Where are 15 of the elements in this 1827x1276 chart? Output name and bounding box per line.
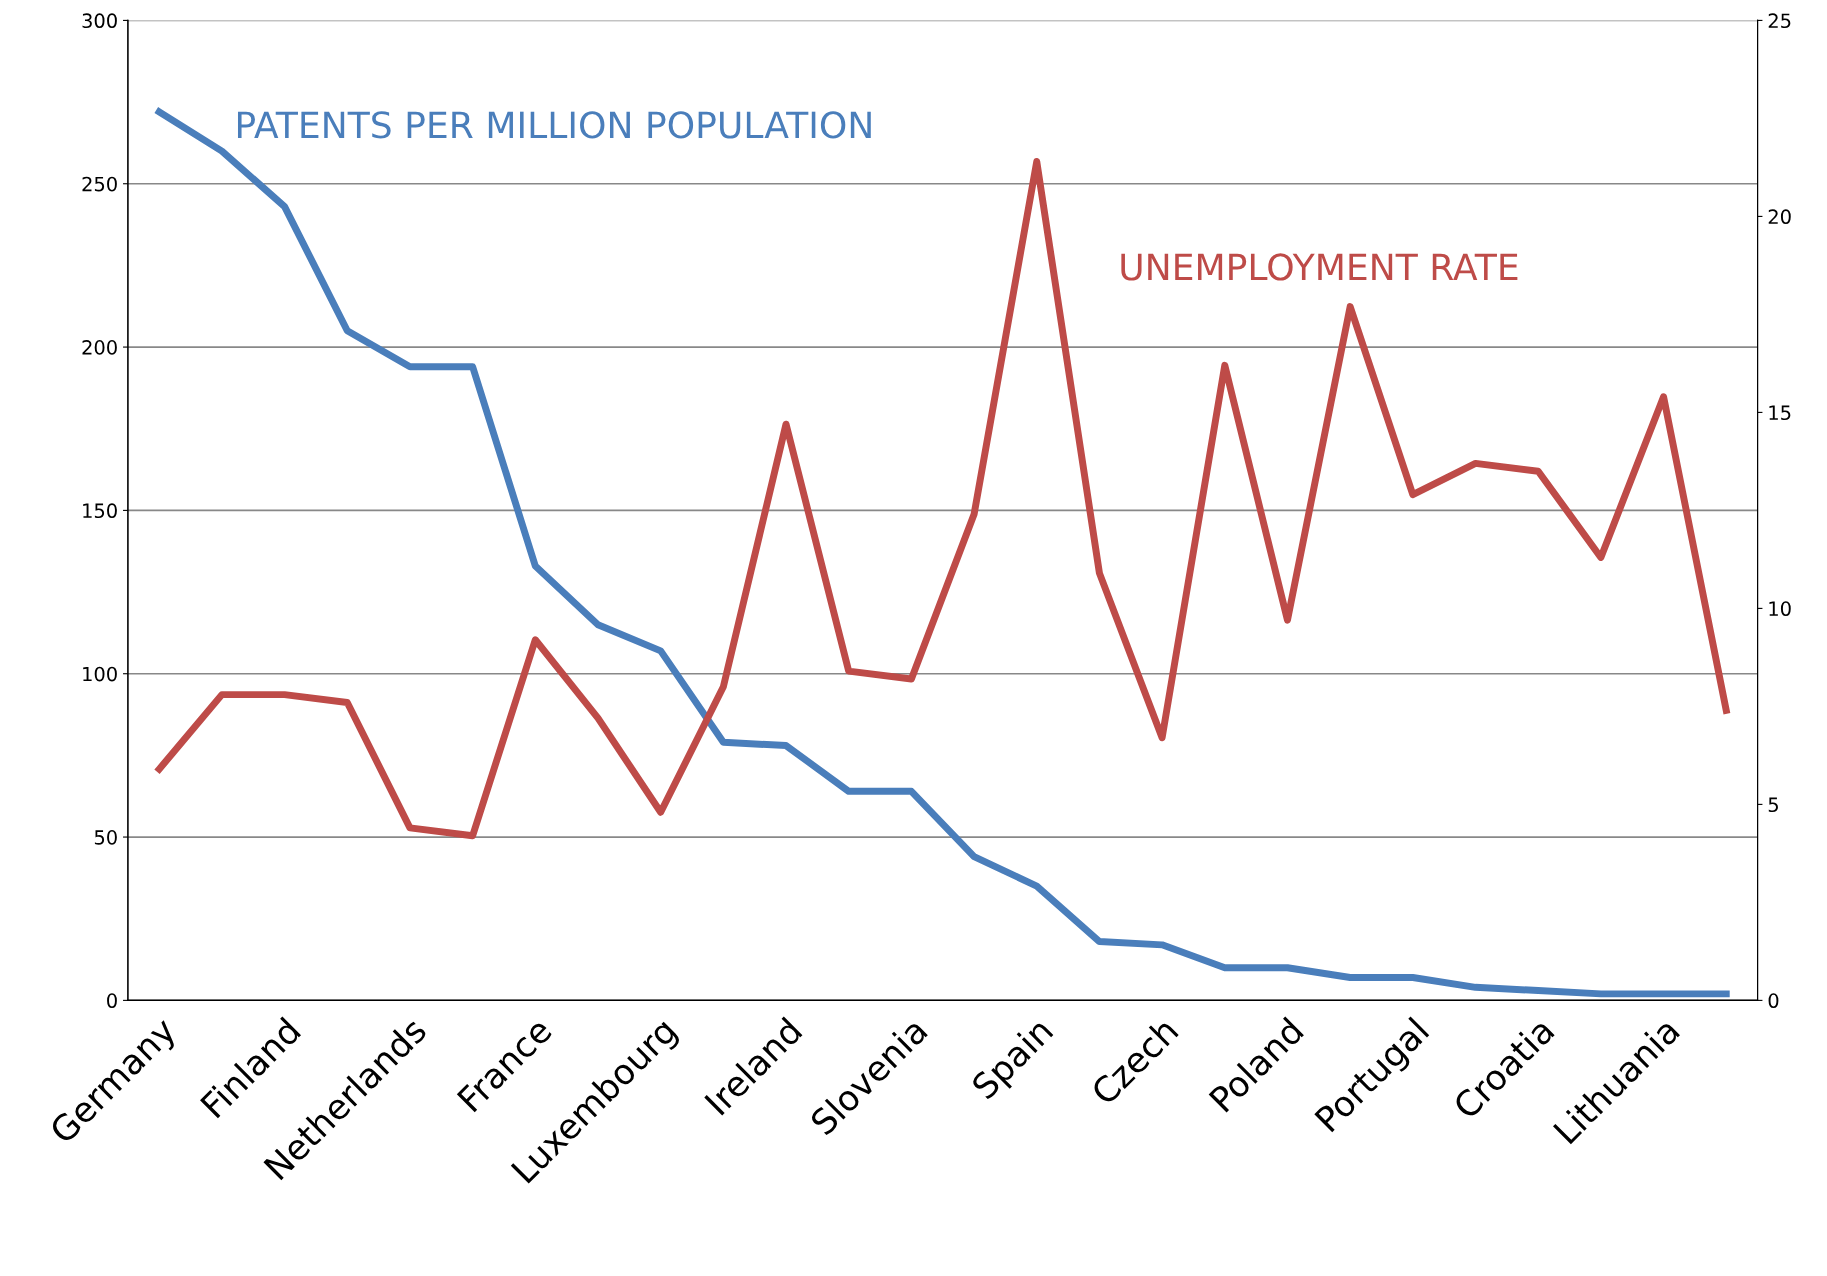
y2-tick-label: 0 <box>1768 993 1779 1009</box>
y2-tick-label: 20 <box>1768 209 1791 225</box>
series-label: PATENTS PER MILLION POPULATION <box>237 111 871 139</box>
y-tick-label: 300 <box>82 13 117 29</box>
y-tick-label: 100 <box>83 666 117 682</box>
y-tick-label: 0 <box>107 993 117 1009</box>
y-tick-label: 250 <box>82 176 117 192</box>
y-tick-label: 200 <box>82 340 117 355</box>
y2-tick-label: 5 <box>1768 797 1778 813</box>
y-tick-label: 150 <box>83 503 117 519</box>
y2-tick-label: 15 <box>1769 405 1791 421</box>
y2-tick-label: 25 <box>1768 13 1791 29</box>
series-label: UNEMPLOYMENT RATE <box>1121 253 1518 281</box>
y2-tick-label: 10 <box>1769 601 1791 617</box>
y-tick-label: 50 <box>94 830 117 845</box>
